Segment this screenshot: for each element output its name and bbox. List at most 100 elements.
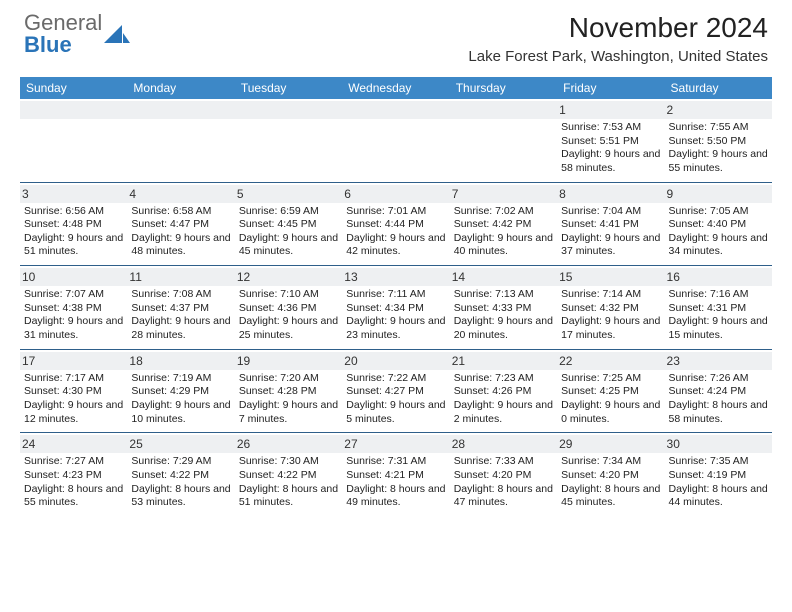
calendar-day-cell: 20 Sunrise: 7:22 AMSunset: 4:27 PMDayligh… (342, 349, 449, 433)
calendar-day-cell: 14Sunrise: 7:13 AMSunset: 4:33 PMDayligh… (450, 266, 557, 350)
calendar-day-cell: 2 Sunrise: 7:55 AMSunset: 5:50 PMDaylight… (665, 99, 772, 182)
calendar-week-row: 24 Sunrise: 7:27 AMSunset: 4:23 PMDayligh… (20, 433, 772, 516)
day-info: Sunrise: 7:16 AMSunset: 4:31 PMDaylight:… (669, 288, 768, 343)
day-number: 11 (127, 268, 234, 286)
calendar-day-cell (450, 99, 557, 182)
day-number: 22 (557, 352, 664, 370)
day-info: Sunrise: 7:08 AMSunset: 4:37 PMDaylight:… (131, 288, 230, 343)
day-info: Sunrise: 7:30 AMSunset: 4:22 PMDaylight:… (239, 455, 338, 510)
day-info: Sunrise: 7:26 AMSunset: 4:24 PMDaylight:… (669, 372, 768, 427)
calendar-day-cell: 27 Sunrise: 7:31 AMSunset: 4:21 PMDayligh… (342, 433, 449, 516)
day-info: Sunrise: 7:55 AMSunset: 5:50 PMDaylight:… (669, 121, 768, 176)
calendar-week-row: 1 Sunrise: 7:53 AMSunset: 5:51 PMDaylight… (20, 99, 772, 182)
day-info: Sunrise: 6:58 AMSunset: 4:47 PMDaylight:… (131, 205, 230, 260)
day-info: Sunrise: 7:20 AMSunset: 4:28 PMDaylight:… (239, 372, 338, 427)
calendar-day-cell: 11 Sunrise: 7:08 AMSunset: 4:37 PMDayligh… (127, 266, 234, 350)
day-info: Sunrise: 7:10 AMSunset: 4:36 PMDaylight:… (239, 288, 338, 343)
logo: General Blue (24, 12, 130, 56)
calendar-day-cell (342, 99, 449, 182)
calendar-day-cell (235, 99, 342, 182)
calendar-day-cell: 4Sunrise: 6:58 AMSunset: 4:47 PMDaylight… (127, 182, 234, 266)
calendar-day-cell: 26 Sunrise: 7:30 AMSunset: 4:22 PMDayligh… (235, 433, 342, 516)
day-info: Sunrise: 7:22 AMSunset: 4:27 PMDaylight:… (346, 372, 445, 427)
weekday-header-row: SundayMondayTuesdayWednesdayThursdayFrid… (20, 77, 772, 99)
calendar-day-cell: 25Sunrise: 7:29 AMSunset: 4:22 PMDayligh… (127, 433, 234, 516)
day-number: 20 (342, 352, 449, 370)
calendar-day-cell: 7 Sunrise: 7:02 AMSunset: 4:42 PMDaylight… (450, 182, 557, 266)
calendar-day-cell: 19 Sunrise: 7:20 AMSunset: 4:28 PMDayligh… (235, 349, 342, 433)
day-number: 2 (665, 101, 772, 119)
day-number: 29 (557, 435, 664, 453)
day-number: 26 (235, 435, 342, 453)
header: General Blue November 2024 Lake Forest P… (0, 0, 792, 69)
day-info: Sunrise: 7:31 AMSunset: 4:21 PMDaylight:… (346, 455, 445, 510)
calendar-day-cell: 29Sunrise: 7:34 AMSunset: 4:20 PMDayligh… (557, 433, 664, 516)
day-number: 19 (235, 352, 342, 370)
day-number: 18 (127, 352, 234, 370)
day-info: Sunrise: 7:11 AMSunset: 4:34 PMDaylight:… (346, 288, 445, 343)
calendar-week-row: 3 Sunrise: 6:56 AMSunset: 4:48 PMDaylight… (20, 182, 772, 266)
empty-daybar (342, 101, 449, 119)
day-number: 8 (557, 185, 664, 203)
day-info: Sunrise: 7:07 AMSunset: 4:38 PMDaylight:… (24, 288, 123, 343)
empty-daybar (20, 101, 127, 119)
calendar-day-cell: 8 Sunrise: 7:04 AMSunset: 4:41 PMDaylight… (557, 182, 664, 266)
calendar-day-cell: 1 Sunrise: 7:53 AMSunset: 5:51 PMDaylight… (557, 99, 664, 182)
weekday-header: Saturday (665, 77, 772, 99)
day-info: Sunrise: 6:56 AMSunset: 4:48 PMDaylight:… (24, 205, 123, 260)
day-info: Sunrise: 7:17 AMSunset: 4:30 PMDaylight:… (24, 372, 123, 427)
calendar-week-row: 17 Sunrise: 7:17 AMSunset: 4:30 PMDayligh… (20, 349, 772, 433)
day-number: 23 (665, 352, 772, 370)
day-info: Sunrise: 7:02 AMSunset: 4:42 PMDaylight:… (454, 205, 553, 260)
calendar-day-cell: 15Sunrise: 7:14 AMSunset: 4:32 PMDayligh… (557, 266, 664, 350)
logo-text-2: Blue (24, 32, 72, 57)
day-info: Sunrise: 7:04 AMSunset: 4:41 PMDaylight:… (561, 205, 660, 260)
weekday-header: Thursday (450, 77, 557, 99)
location-text: Lake Forest Park, Washington, United Sta… (468, 48, 768, 65)
day-info: Sunrise: 7:25 AMSunset: 4:25 PMDaylight:… (561, 372, 660, 427)
day-info: Sunrise: 7:01 AMSunset: 4:44 PMDaylight:… (346, 205, 445, 260)
day-info: Sunrise: 7:53 AMSunset: 5:51 PMDaylight:… (561, 121, 660, 176)
day-number: 9 (665, 185, 772, 203)
day-number: 30 (665, 435, 772, 453)
day-info: Sunrise: 7:29 AMSunset: 4:22 PMDaylight:… (131, 455, 230, 510)
calendar-day-cell: 28Sunrise: 7:33 AMSunset: 4:20 PMDayligh… (450, 433, 557, 516)
day-number: 7 (450, 185, 557, 203)
day-number: 27 (342, 435, 449, 453)
day-info: Sunrise: 7:23 AMSunset: 4:26 PMDaylight:… (454, 372, 553, 427)
day-info: Sunrise: 7:35 AMSunset: 4:19 PMDaylight:… (669, 455, 768, 510)
weekday-header: Tuesday (235, 77, 342, 99)
calendar-body: 1 Sunrise: 7:53 AMSunset: 5:51 PMDaylight… (20, 99, 772, 516)
day-number: 6 (342, 185, 449, 203)
day-info: Sunrise: 7:14 AMSunset: 4:32 PMDaylight:… (561, 288, 660, 343)
title-block: November 2024 Lake Forest Park, Washingt… (468, 12, 768, 65)
day-number: 24 (20, 435, 127, 453)
calendar-day-cell: 12Sunrise: 7:10 AMSunset: 4:36 PMDayligh… (235, 266, 342, 350)
day-number: 17 (20, 352, 127, 370)
day-number: 16 (665, 268, 772, 286)
calendar-day-cell: 10 Sunrise: 7:07 AMSunset: 4:38 PMDayligh… (20, 266, 127, 350)
weekday-header: Wednesday (342, 77, 449, 99)
day-number: 13 (342, 268, 449, 286)
day-info: Sunrise: 7:33 AMSunset: 4:20 PMDaylight:… (454, 455, 553, 510)
day-info: Sunrise: 7:19 AMSunset: 4:29 PMDaylight:… (131, 372, 230, 427)
calendar-day-cell (127, 99, 234, 182)
day-info: Sunrise: 7:13 AMSunset: 4:33 PMDaylight:… (454, 288, 553, 343)
day-info: Sunrise: 6:59 AMSunset: 4:45 PMDaylight:… (239, 205, 338, 260)
calendar-day-cell: 17 Sunrise: 7:17 AMSunset: 4:30 PMDayligh… (20, 349, 127, 433)
calendar-day-cell (20, 99, 127, 182)
empty-daybar (235, 101, 342, 119)
calendar-day-cell: 30 Sunrise: 7:35 AMSunset: 4:19 PMDayligh… (665, 433, 772, 516)
calendar-day-cell: 16 Sunrise: 7:16 AMSunset: 4:31 PMDayligh… (665, 266, 772, 350)
empty-daybar (450, 101, 557, 119)
weekday-header: Monday (127, 77, 234, 99)
calendar-day-cell: 23 Sunrise: 7:26 AMSunset: 4:24 PMDayligh… (665, 349, 772, 433)
day-number: 1 (557, 101, 664, 119)
calendar-day-cell: 9Sunrise: 7:05 AMSunset: 4:40 PMDaylight… (665, 182, 772, 266)
day-number: 10 (20, 268, 127, 286)
calendar-day-cell: 24 Sunrise: 7:27 AMSunset: 4:23 PMDayligh… (20, 433, 127, 516)
day-number: 3 (20, 185, 127, 203)
calendar-day-cell: 6 Sunrise: 7:01 AMSunset: 4:44 PMDaylight… (342, 182, 449, 266)
calendar-day-cell: 5Sunrise: 6:59 AMSunset: 4:45 PMDaylight… (235, 182, 342, 266)
day-info: Sunrise: 7:27 AMSunset: 4:23 PMDaylight:… (24, 455, 123, 510)
